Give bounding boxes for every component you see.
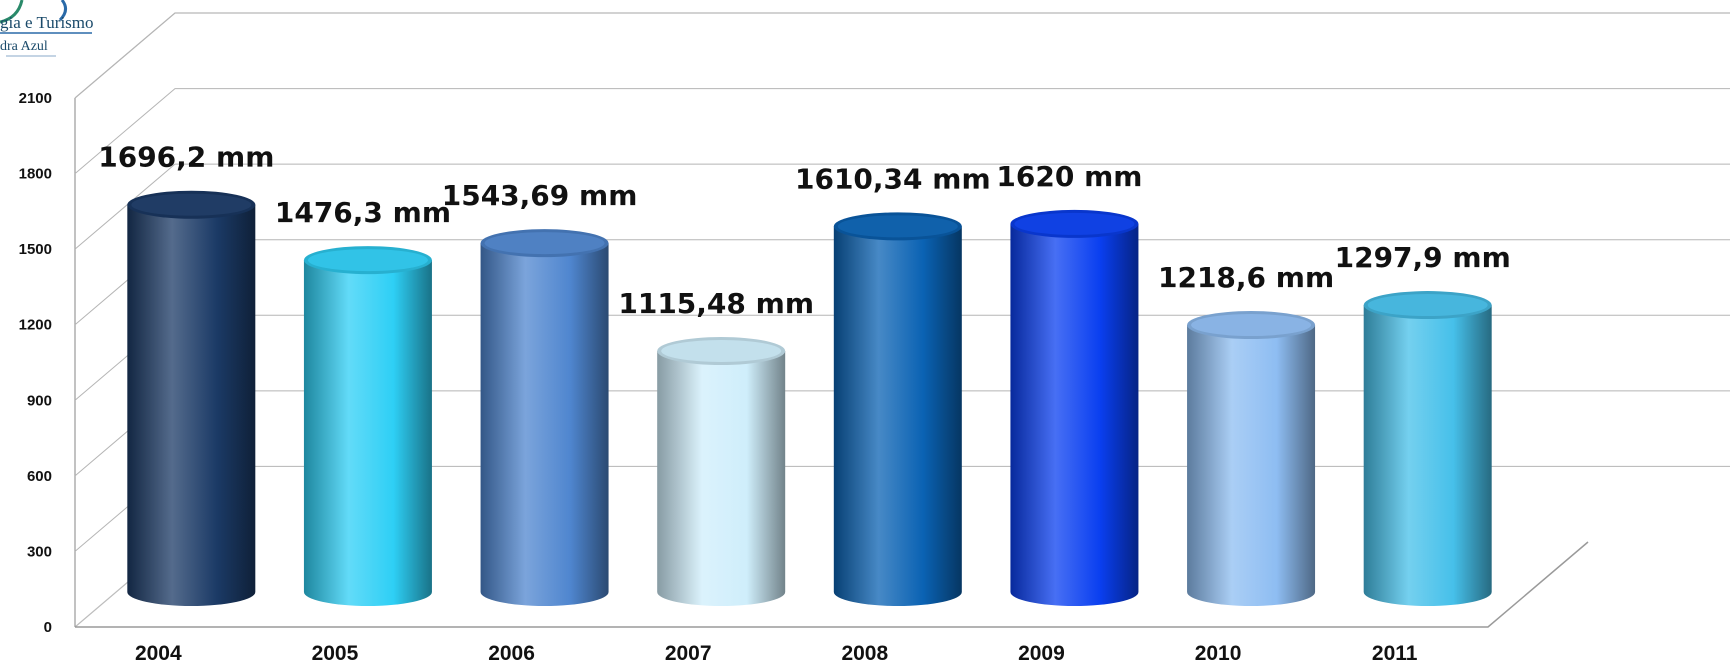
bar-body (1363, 305, 1492, 607)
bar-top-highlight (307, 249, 428, 272)
data-label: 1543,69 mm (442, 179, 638, 212)
data-label: 1610,34 mm (795, 162, 991, 195)
x-tick-label: 2004 (135, 642, 182, 665)
bar-top-highlight (1014, 212, 1135, 235)
bar-2007 (657, 337, 786, 607)
bar-top-highlight (131, 193, 252, 216)
y-tick-label: 2100 (19, 90, 52, 107)
x-tick-label: 2011 (1372, 642, 1418, 665)
bar-top-highlight (484, 232, 605, 255)
x-tick-label: 2008 (841, 642, 888, 665)
gridline (74, 12, 1730, 99)
y-tick-label: 600 (27, 468, 52, 485)
data-label: 1696,2 mm (98, 141, 274, 174)
back-wall-top (74, 12, 1730, 99)
bar-body (480, 243, 609, 607)
x-tick-label: 2010 (1195, 642, 1242, 665)
bar-top-highlight (1367, 294, 1488, 317)
bars (127, 190, 1492, 607)
logo-line-1: gia e Turismo (0, 13, 94, 32)
bar-2004 (127, 190, 256, 607)
data-label: 1297,9 mm (1335, 241, 1511, 274)
x-tick-label: 2009 (1018, 642, 1065, 665)
bar-2008 (833, 212, 962, 607)
bar-2006 (480, 229, 609, 607)
y-tick-label: 1200 (19, 317, 52, 334)
data-label: 1115,48 mm (618, 287, 814, 320)
y-axis: 0 300 600 900 1200 1500 1800 2100 (19, 90, 52, 636)
bar-2009 (1010, 209, 1139, 607)
bar-top-highlight (1191, 314, 1312, 337)
y-tick-label: 300 (27, 543, 52, 560)
y-tick-label: 1500 (19, 241, 52, 258)
data-label: 1620 mm (996, 160, 1142, 193)
x-tick-label: 2007 (665, 642, 712, 665)
gridline (74, 163, 1730, 250)
bar-body (127, 204, 256, 607)
x-tick-label: 2005 (312, 642, 359, 665)
data-label: 1218,6 mm (1158, 261, 1334, 294)
x-tick-label: 2006 (488, 642, 535, 665)
bar-2005 (303, 246, 432, 607)
y-tick-label: 0 (44, 619, 52, 636)
bar-body (303, 260, 432, 607)
bar-body (1187, 325, 1316, 607)
bar-body (657, 351, 786, 607)
gridline (74, 88, 1730, 174)
x-axis: 2004 2005 2006 2007 2008 2009 2010 2011 (135, 642, 1418, 665)
bar-body (833, 226, 962, 607)
bar-body (1010, 223, 1139, 607)
bar-2010 (1187, 311, 1316, 607)
y-tick-label: 1800 (19, 166, 52, 183)
bar-top-highlight (837, 215, 958, 238)
logo: gia e Turismo dra Azul (0, 0, 94, 57)
logo-line-2: dra Azul (0, 39, 48, 54)
bar-top-highlight (661, 340, 782, 363)
floor-edge (75, 541, 1589, 628)
data-label: 1476,3 mm (275, 196, 451, 229)
y-tick-label: 900 (27, 392, 52, 409)
bar-2011 (1363, 291, 1492, 607)
